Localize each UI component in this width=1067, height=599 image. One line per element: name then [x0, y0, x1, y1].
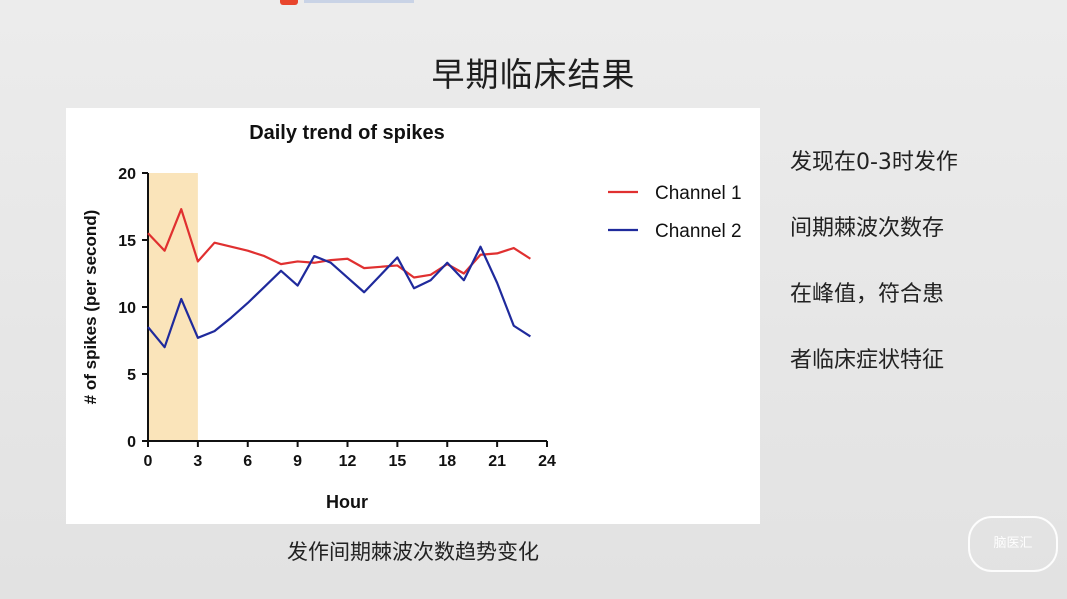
watermark-logo: 脑医汇 — [968, 516, 1058, 572]
y-tick-label-4: 20 — [118, 166, 136, 183]
side-line-1: 发现在0-3时发作 — [790, 150, 958, 175]
x-tick-label-6: 18 — [438, 453, 456, 470]
x-tick-label-4: 12 — [339, 453, 357, 470]
x-tick-label-5: 15 — [388, 453, 406, 470]
spikes-line-chart: Daily trend of spikes Hour # of spikes (… — [81, 122, 742, 512]
side-line-4: 者临床症状特征 — [790, 348, 945, 373]
series-line-2 — [147, 245, 531, 349]
x-tick-label-0: 0 — [144, 453, 153, 470]
series-line-1 — [147, 208, 531, 279]
y-tick-label-3: 15 — [118, 233, 136, 250]
y-tick-label-2: 10 — [118, 300, 136, 317]
logo-bar — [304, 0, 414, 3]
chart-caption: 发作间期棘波次数趋势变化 — [287, 540, 539, 564]
highlight-band — [148, 173, 198, 441]
top-logo — [280, 0, 420, 5]
x-tick-label-1: 3 — [193, 453, 202, 470]
logo-mark — [280, 0, 298, 5]
x-tick-label-8: 24 — [538, 453, 556, 470]
legend-label-1: Channel 1 — [655, 183, 742, 204]
x-tick-label-3: 9 — [293, 453, 302, 470]
chart-title: Daily trend of spikes — [249, 122, 445, 144]
legend-label-2: Channel 2 — [655, 221, 742, 242]
y-axis-label: # of spikes (per second) — [81, 210, 100, 405]
side-description: 发现在0-3时发作 间期棘波次数存 在峰值，符合患 者临床症状特征 — [790, 130, 1050, 394]
side-line-3: 在峰值，符合患 — [790, 282, 945, 307]
x-tick-label-7: 21 — [488, 453, 506, 470]
chart-panel: Daily trend of spikes Hour # of spikes (… — [66, 108, 760, 524]
slide-title: 早期临床结果 — [431, 55, 636, 94]
x-axis-label: Hour — [326, 492, 368, 512]
side-line-2: 间期棘波次数存 — [790, 216, 945, 241]
x-tick-label-2: 6 — [243, 453, 252, 470]
y-tick-label-0: 0 — [127, 434, 136, 451]
y-tick-label-1: 5 — [127, 367, 136, 384]
